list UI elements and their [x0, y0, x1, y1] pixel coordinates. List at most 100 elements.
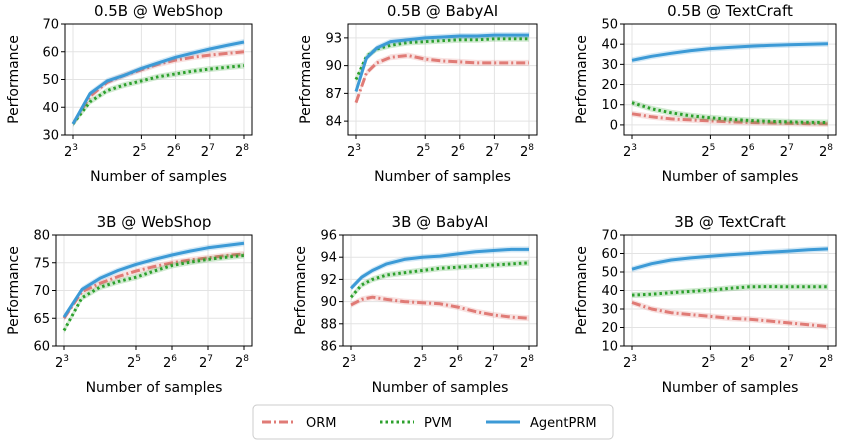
series-line-agentprm: [354, 33, 529, 92]
chart-panels: 30 40 50 60 70 23 25 26 27 28 0.5B @ WebShop Number…: [6, 2, 837, 396]
axes-frame: [347, 23, 538, 136]
panel-3b-babyai: 86 88 90 92 94 96 23 25 26 27 28 3B @ BabyAI Number …: [293, 213, 538, 396]
plot-area: [348, 24, 537, 135]
y-tick-label: 70: [42, 18, 59, 33]
band-pvm: [73, 62, 244, 127]
y-axis-label: Performance: [298, 35, 314, 124]
y-tick-label: 60: [601, 247, 618, 262]
y-tick-label: 84: [325, 115, 342, 130]
y-tick-label: 40: [42, 101, 59, 116]
x-tick-label: 27: [780, 354, 794, 371]
legend-label-agentprm: AgentPRM: [530, 416, 597, 431]
y-tick-label: 96: [320, 229, 337, 244]
x-axis-label: Number of samples: [374, 169, 511, 185]
x-tick-label: 26: [741, 143, 755, 160]
y-tick-label: 65: [33, 312, 50, 327]
y-tick-label: 86: [320, 340, 337, 355]
series-line-agentprm: [631, 42, 829, 62]
y-tick-label: 40: [601, 38, 618, 53]
series-line-agentprm: [71, 40, 245, 125]
x-tick-label: 23: [342, 354, 356, 371]
panel-title: 0.5B @ WebShop: [94, 2, 223, 20]
y-tick-label: 50: [42, 73, 59, 88]
y-axis-label: Performance: [574, 246, 590, 335]
y-tick-label: 92: [320, 273, 337, 288]
y-tick-label: 20: [601, 78, 618, 93]
band-pvm: [351, 259, 529, 301]
panel-title: 0.5B @ TextCraft: [667, 2, 793, 20]
y-tick-label: 30: [601, 58, 618, 73]
plot-area: [624, 24, 836, 135]
y-tick-label: 10: [601, 98, 618, 113]
axes-frame: [342, 234, 538, 347]
panel-0-5b-webshop: 30 40 50 60 70 23 25 26 27 28 0.5B @ WebShop Number…: [6, 2, 253, 185]
panel-3b-webshop: 60 65 70 75 80 23 25 26 27 28 3B @ WebShop Number o…: [6, 213, 253, 396]
y-axis-label: Performance: [6, 35, 22, 124]
y-tick-label: 80: [33, 229, 50, 244]
y-tick-label: 0: [610, 118, 618, 133]
band-pvm: [632, 283, 828, 299]
x-tick-label: 28: [520, 354, 534, 371]
series-line-orm: [631, 301, 829, 329]
x-axis-label: Number of samples: [662, 380, 799, 396]
panel-title: 0.5B @ BabyAI: [387, 2, 498, 20]
x-tick-label: 25: [701, 354, 715, 371]
x-tick-label: 26: [167, 143, 181, 160]
panel-title: 3B @ BabyAI: [392, 213, 489, 231]
x-tick-label: 28: [819, 143, 833, 160]
panel-0-5b-babyai: 84 87 90 93 23 25 26 27 28 0.5B @ BabyAI Number of…: [298, 2, 538, 185]
x-axis-label: Number of samples: [86, 380, 223, 396]
series-line-pvm: [62, 254, 245, 332]
band-agentprm: [73, 39, 244, 127]
legend-label-pvm: PVM: [424, 416, 452, 431]
y-axis-label: Performance: [293, 246, 309, 335]
y-tick-label: 50: [601, 266, 618, 281]
plot-area: [343, 235, 537, 346]
band-pvm: [64, 252, 244, 334]
band-pvm: [632, 99, 828, 126]
series-line-orm: [62, 252, 245, 320]
y-tick-label: 40: [601, 284, 618, 299]
y-axis-label: Performance: [6, 246, 22, 335]
x-tick-label: 27: [199, 354, 213, 371]
x-tick-label: 28: [235, 143, 249, 160]
y-tick-label: 30: [601, 303, 618, 318]
y-tick-label: 94: [320, 251, 337, 266]
y-tick-label: 90: [320, 295, 337, 310]
series-line-pvm: [354, 37, 529, 81]
x-tick-label: 23: [347, 143, 361, 160]
series-line-orm: [354, 54, 529, 104]
x-tick-label: 28: [520, 143, 534, 160]
x-tick-label: 28: [235, 354, 249, 371]
x-tick-label: 26: [449, 354, 463, 371]
axes-frame: [623, 23, 837, 136]
y-tick-label: 60: [42, 45, 59, 60]
band-agentprm: [64, 240, 244, 321]
y-tick-label: 87: [325, 87, 342, 102]
y-tick-label: 70: [33, 284, 50, 299]
y-tick-label: 70: [601, 229, 618, 244]
y-tick-label: 10: [601, 340, 618, 355]
x-tick-label: 23: [623, 143, 637, 160]
x-tick-label: 25: [127, 354, 141, 371]
series-line-orm: [350, 295, 530, 320]
legend: ORM PVM AgentPRM: [252, 404, 614, 440]
x-axis-label: Number of samples: [90, 169, 227, 185]
series-line-agentprm: [349, 247, 529, 290]
panel-title: 3B @ TextCraft: [674, 213, 786, 231]
series-line-agentprm: [62, 241, 245, 318]
x-tick-label: 25: [701, 143, 715, 160]
y-tick-label: 90: [325, 59, 342, 74]
x-tick-label: 25: [132, 143, 146, 160]
x-tick-label: 27: [201, 143, 215, 160]
band-orm: [356, 52, 529, 106]
y-tick-label: 50: [601, 18, 618, 33]
legend-label-orm: ORM: [306, 416, 336, 431]
x-tick-label: 26: [163, 354, 177, 371]
x-tick-label: 28: [819, 354, 833, 371]
y-axis-label: Performance: [574, 35, 590, 124]
x-tick-label: 23: [55, 354, 69, 371]
x-tick-label: 27: [485, 143, 499, 160]
panel-0-5b-textcraft: 0 10 20 30 40 50 23 25 26 27 28 0.5B @ TextCraft Num…: [574, 2, 837, 185]
